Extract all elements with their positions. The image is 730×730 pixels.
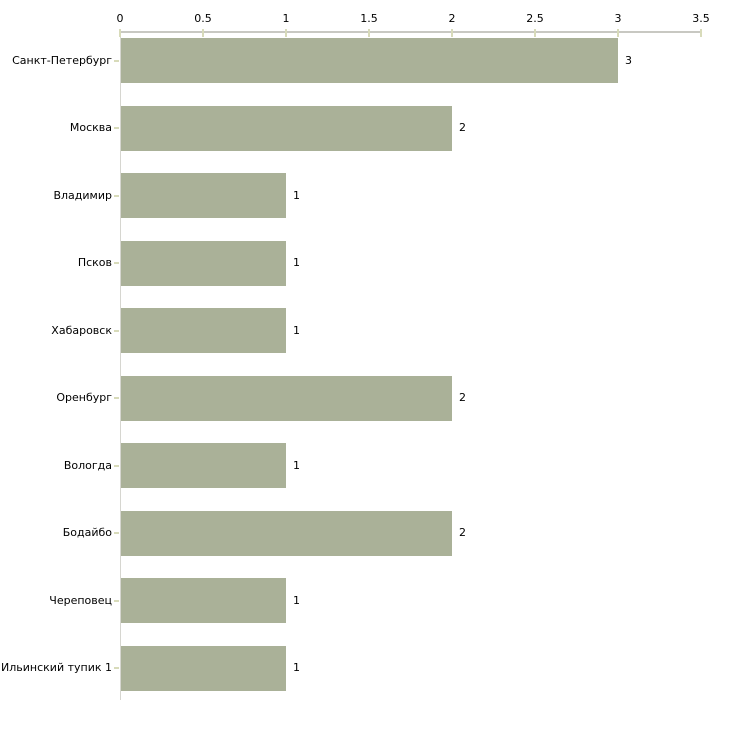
x-axis-tick-mark bbox=[451, 29, 453, 37]
x-axis-tick-label: 0.5 bbox=[194, 12, 212, 25]
x-axis-tick-mark bbox=[119, 29, 121, 37]
category-label: Череповец bbox=[49, 593, 112, 607]
y-axis-tick-mark bbox=[114, 464, 119, 467]
x-axis-tick-label: 3 bbox=[614, 12, 622, 25]
y-axis-tick-mark bbox=[114, 59, 119, 62]
category-label: Владимир bbox=[53, 188, 112, 202]
value-label: 1 bbox=[293, 458, 300, 472]
x-axis-tick-mark bbox=[617, 29, 619, 37]
bar-8 bbox=[121, 510, 452, 556]
value-label: 2 bbox=[459, 526, 466, 539]
x-axis-tick-mark bbox=[202, 29, 204, 37]
x-axis-tick-label: 1.5 bbox=[360, 12, 378, 25]
x-axis-tick-label: 2 bbox=[448, 12, 456, 25]
value-label: 1 bbox=[293, 323, 300, 337]
y-axis-line bbox=[120, 31, 121, 700]
value-label: 2 bbox=[459, 121, 466, 134]
bar-4 bbox=[121, 240, 286, 286]
bar-10 bbox=[121, 645, 286, 691]
y-axis-tick-mark bbox=[114, 667, 119, 669]
x-axis-line bbox=[120, 31, 702, 33]
y-axis-tick-mark bbox=[114, 262, 119, 264]
category-label: к Ильинский тупик 1 bbox=[0, 661, 112, 674]
bar-6 bbox=[121, 375, 452, 421]
y-axis-tick-mark bbox=[114, 127, 119, 129]
y-axis-tick-mark bbox=[114, 194, 119, 197]
y-axis-tick-mark bbox=[114, 397, 119, 399]
category-label: Бодайбо bbox=[62, 526, 112, 539]
y-axis-tick-mark bbox=[114, 599, 119, 602]
y-axis-tick-mark bbox=[114, 532, 119, 534]
x-axis-tick-mark bbox=[285, 29, 287, 37]
value-label: 1 bbox=[293, 661, 300, 674]
category-label: Санкт-Петербург bbox=[12, 53, 112, 67]
value-label: 1 bbox=[293, 188, 300, 202]
category-label: Москва bbox=[69, 121, 112, 134]
bar-2 bbox=[121, 105, 452, 151]
x-axis-tick-label: 0 bbox=[116, 12, 124, 25]
x-axis-tick-label: 2.5 bbox=[526, 12, 544, 25]
bar-3 bbox=[121, 173, 286, 218]
value-label: 2 bbox=[459, 391, 466, 404]
category-label: Псков bbox=[77, 256, 112, 269]
category-label: Оренбург bbox=[56, 391, 112, 404]
x-axis-tick-label: 3.5 bbox=[692, 12, 710, 25]
value-label: 1 bbox=[293, 256, 300, 269]
bar-7 bbox=[121, 443, 286, 488]
value-label: 3 bbox=[625, 53, 632, 67]
x-axis-tick-mark bbox=[700, 29, 702, 37]
category-label: Хабаровск bbox=[51, 323, 112, 337]
value-label: 1 bbox=[293, 593, 300, 607]
x-axis-tick-label: 1 bbox=[282, 12, 290, 25]
y-axis-tick-mark bbox=[114, 329, 119, 332]
bar-5 bbox=[121, 308, 286, 353]
x-axis-tick-mark bbox=[534, 29, 536, 37]
bar-9 bbox=[121, 578, 286, 623]
x-axis-tick-mark bbox=[368, 29, 370, 37]
bar-1 bbox=[121, 38, 618, 83]
category-label: Вологда bbox=[63, 458, 112, 472]
